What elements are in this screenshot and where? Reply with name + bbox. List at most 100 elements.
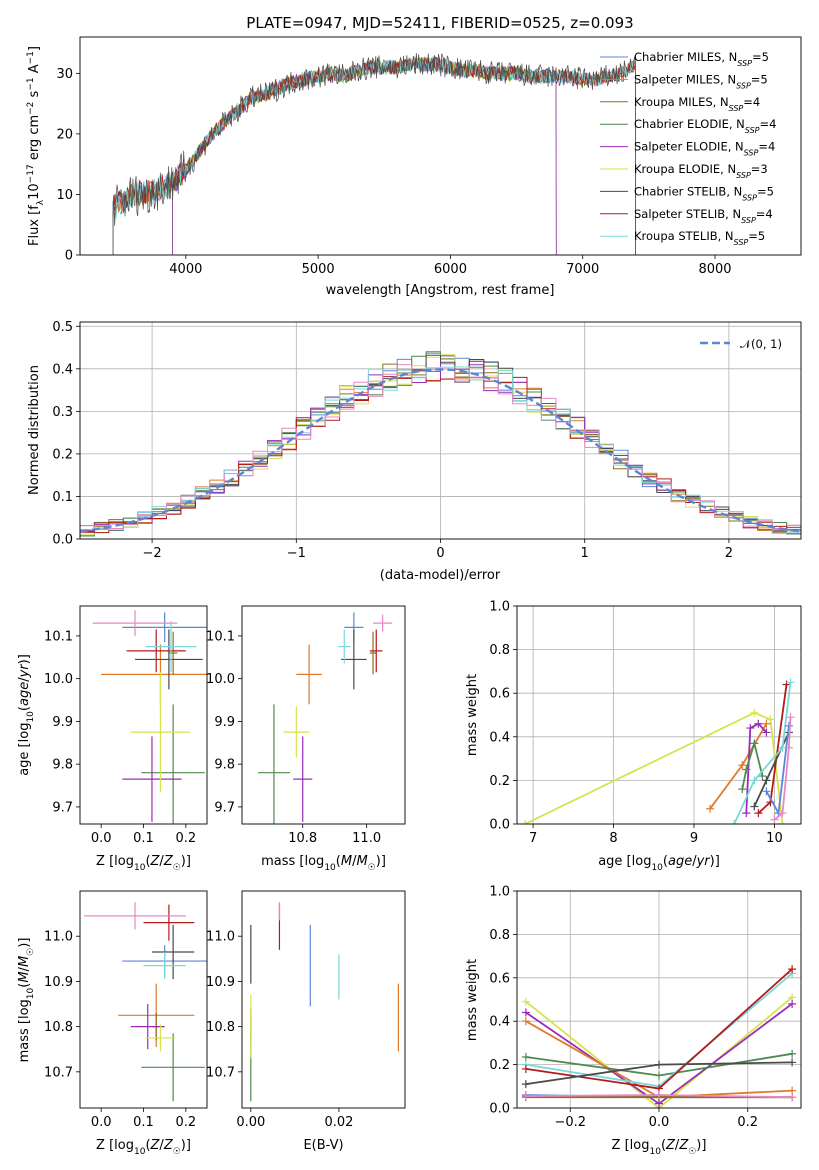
spectrum-line-kroupa-elodie [172, 57, 557, 255]
legend-label: Salpeter ELODIE, NSSP=4 [634, 140, 775, 158]
plot-area [257, 612, 393, 824]
axes-frame [241, 605, 406, 825]
y-tick-label: 0 [65, 249, 73, 264]
panel-mass_weight_vs_Z: −0.2 0.0 0.2 0.0 0.2 0.4 0.6 0.8 1.0 Z [log10(Z/Z… [465, 885, 802, 1157]
y-tick-label: 0.6 [489, 687, 510, 702]
weight-marker [762, 776, 771, 785]
x-axis-label: mass [log10(M/M☉)] [261, 854, 386, 873]
y-tick-label: 0.8 [489, 643, 510, 658]
weight-marker [786, 713, 795, 722]
x-tick-label: 0 [436, 546, 444, 561]
y-tick-label: 10.8 [44, 1020, 73, 1035]
spectrum-line-kroupa-stelib [112, 55, 636, 255]
y-tick-label: 30 [56, 67, 73, 82]
weight-marker [521, 1008, 530, 1017]
weight-marker [754, 809, 763, 818]
panel-mass_vs_ebv: 0.00 0.02 10.7 10.8 10.9 11.0 E(B-V) [206, 890, 406, 1153]
weight-marker [746, 724, 755, 733]
x-tick-label: 10.8 [288, 831, 317, 846]
figure-title: PLATE=0947, MJD=52411, FIBERID=0525, z=0… [246, 14, 633, 32]
legend-label: Chabrier ELODIE, NSSP=4 [634, 117, 776, 135]
weight-marker [521, 1092, 530, 1101]
weight-marker [706, 804, 715, 813]
y-axis-label: age [log10(age/yr)] [17, 654, 36, 776]
x-axis-label: wavelength [Angstrom, rest frame] [326, 283, 555, 298]
y-tick-label: 0.8 [489, 928, 510, 943]
x-tick-label: 1 [581, 546, 589, 561]
panel-mass_weight_vs_age: 7 8 9 10 0.0 0.2 0.4 0.6 0.8 1.0 age [log10(age/yr… [465, 600, 802, 873]
x-tick-label: 0.0 [649, 1115, 670, 1130]
weight-marker [742, 765, 751, 774]
y-tick-label: 0.6 [489, 971, 510, 986]
x-tick-label: 0.00 [236, 1115, 265, 1130]
y-tick-label: 10 [56, 188, 73, 203]
weight-line-chabrier-elodie [741, 739, 764, 790]
y-tick-label: 9.9 [52, 715, 73, 730]
weight-line-kroupa-elodie [524, 711, 784, 824]
legend-label: Kroupa ELODIE, NSSP=3 [634, 162, 768, 180]
y-axis-label: mass weight [465, 674, 480, 756]
weight-marker [521, 1080, 530, 1089]
x-tick-label: −2 [143, 546, 162, 561]
weight-marker [521, 1017, 530, 1026]
y-axis-label: mass weight [465, 959, 480, 1041]
y-tick-label: 10.7 [44, 1065, 73, 1080]
weight-marker [655, 1060, 663, 1069]
weight-marker [778, 809, 787, 818]
x-tick-label: 8000 [698, 262, 731, 277]
x-tick-label: −0.2 [554, 1115, 586, 1130]
weight-marker [788, 1049, 797, 1058]
plot-area [521, 678, 795, 824]
y-tick-label: 10.7 [206, 1065, 235, 1080]
weight-marker [766, 715, 775, 724]
plot-area [92, 610, 207, 824]
y-tick-label: 0.2 [52, 447, 73, 462]
x-tick-label: 0.2 [175, 1115, 196, 1130]
weight-marker [788, 965, 797, 974]
x-axis-label: (data-model)/error [380, 568, 501, 583]
normal-curve [80, 368, 801, 533]
plot-area [84, 902, 207, 1102]
weight-marker [738, 785, 747, 794]
y-tick-label: 1.0 [489, 885, 510, 900]
panel-mass_vs_Z: 0.0 0.1 0.2 10.7 10.8 10.9 11.0 Z [log10(Z/Z☉)]… [17, 890, 208, 1157]
y-tick-label: 9.9 [214, 715, 235, 730]
x-tick-label: 5000 [302, 262, 335, 277]
x-tick-label: 9 [690, 831, 698, 846]
x-axis-label: Z [log10(Z/Z☉)] [96, 1138, 191, 1157]
y-tick-label: 0.4 [52, 362, 73, 377]
y-tick-label: 11.0 [206, 930, 235, 945]
weight-marker [655, 1071, 663, 1080]
spectrum-line-salpeter-elodie [172, 56, 557, 255]
y-tick-label: 10.1 [44, 629, 73, 644]
x-axis-label: age [log10(age/yr)] [598, 854, 720, 873]
y-tick-label: 10.9 [206, 975, 235, 990]
x-tick-label: 2 [725, 546, 733, 561]
weight-marker [782, 680, 791, 689]
x-axis-label: Z [log10(Z/Z☉)] [612, 1138, 707, 1157]
y-tick-label: 10.8 [206, 1020, 235, 1035]
y-tick-label: 20 [56, 127, 73, 142]
y-tick-label: 0.0 [489, 1102, 510, 1117]
axes-frame [79, 36, 802, 256]
panel-residuals: −2 −1 0 1 2 0.0 0.1 0.2 0.3 0.4 0.5 (data-model)/er… [27, 320, 802, 583]
weight-line-kroupa-stelib [733, 682, 792, 824]
panel-age_vs_Z: 0.0 0.1 0.2 9.7 9.8 9.9 10.0 10.1 Z [log10(Z/Z☉)… [17, 605, 208, 873]
axes-frame [79, 605, 208, 825]
legend-label: Chabrier MILES, NSSP=5 [634, 50, 769, 68]
y-tick-label: 11.0 [44, 930, 73, 945]
y-tick-label: 9.7 [214, 800, 235, 815]
weight-marker [770, 815, 779, 824]
plot-area [250, 902, 399, 1102]
x-axis-label: E(B-V) [303, 1138, 343, 1153]
y-axis-label: mass [log10(M/M☉)] [17, 938, 36, 1063]
x-tick-label: 0.1 [133, 831, 154, 846]
y-tick-label: 9.8 [214, 758, 235, 773]
y-tick-label: 0.4 [489, 1015, 510, 1030]
x-tick-label: 8 [609, 831, 617, 846]
spectrum-line-chabrier-elodie [172, 56, 557, 255]
x-axis-label: Z [log10(Z/Z☉)] [96, 854, 191, 873]
y-tick-label: 0.3 [52, 405, 73, 420]
weight-marker [521, 820, 530, 824]
